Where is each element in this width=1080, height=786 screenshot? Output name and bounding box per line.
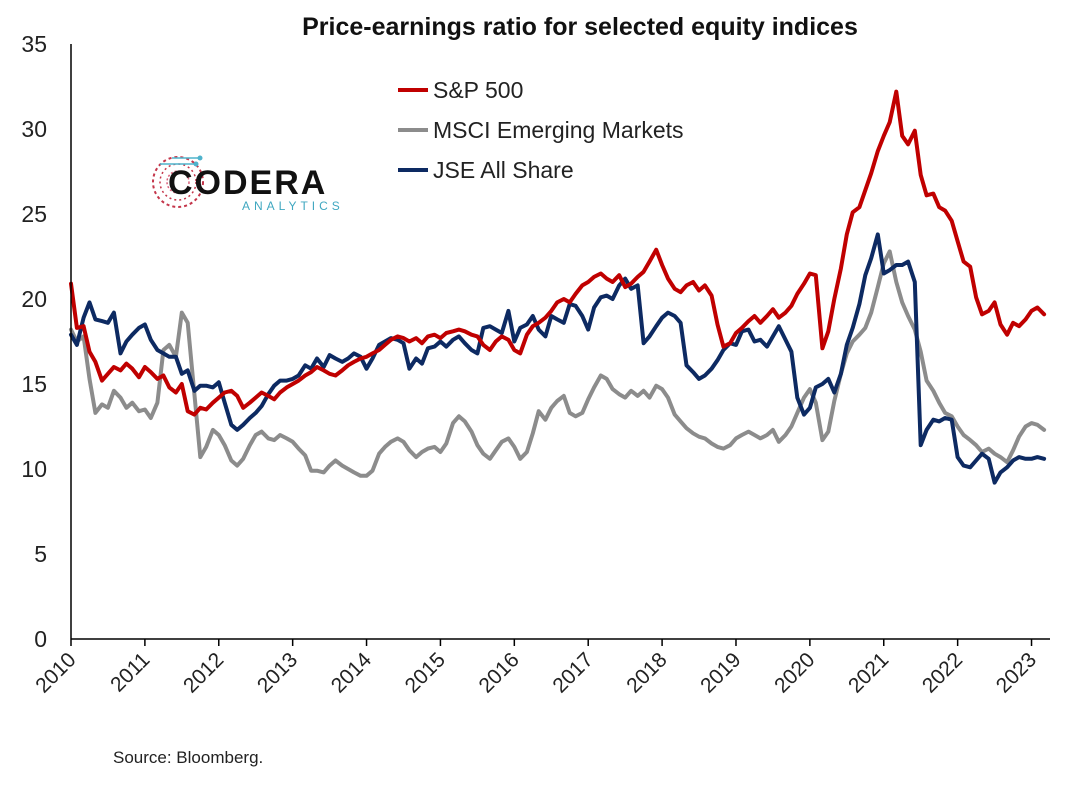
x-tick-label: 2011 bbox=[106, 648, 154, 696]
legend-label: S&P 500 bbox=[433, 77, 523, 103]
y-tick-label: 10 bbox=[21, 456, 47, 482]
x-tick-label: 2023 bbox=[992, 648, 1041, 697]
y-tick-label: 0 bbox=[34, 626, 47, 652]
legend: S&P 500 MSCI Emerging Markets JSE All Shar… bbox=[398, 77, 684, 183]
y-tick-label: 25 bbox=[21, 201, 47, 227]
y-tick-label: 5 bbox=[34, 541, 47, 567]
y-axis-ticks: 0 5 10 15 20 25 30 35 bbox=[21, 31, 47, 652]
x-tick-label: 2022 bbox=[918, 648, 967, 697]
x-axis-ticks: 2010 2011 2012 2013 2014 2015 2016 2017 2018 2019… bbox=[31, 639, 1041, 698]
chart-title: Price-earnings ratio for selected equity… bbox=[302, 13, 858, 41]
x-tick-label: 2012 bbox=[179, 648, 228, 697]
series-line-s-p-500 bbox=[69, 89, 1047, 417]
y-tick-label: 35 bbox=[21, 31, 47, 57]
logo-subtitle: ANALYTICS bbox=[242, 199, 344, 213]
x-tick-label: 2021 bbox=[844, 648, 893, 697]
x-tick-label: 2016 bbox=[475, 648, 524, 697]
x-tick-label: 2010 bbox=[31, 648, 80, 697]
y-tick-label: 20 bbox=[21, 286, 47, 312]
series-layer bbox=[69, 89, 1047, 485]
x-tick-label: 2014 bbox=[327, 648, 377, 698]
source-note: Source: Bloomberg. bbox=[113, 748, 263, 767]
logo-wordmark: CODERA bbox=[168, 164, 327, 202]
x-tick-label: 2015 bbox=[401, 648, 450, 697]
legend-label: MSCI Emerging Markets bbox=[433, 117, 684, 143]
x-tick-label: 2018 bbox=[622, 648, 671, 697]
x-tick-label: 2017 bbox=[548, 648, 597, 697]
y-tick-label: 30 bbox=[21, 116, 47, 142]
codera-logo: CODERA ANALYTICS bbox=[152, 155, 344, 213]
x-tick-label: 2019 bbox=[696, 648, 745, 697]
legend-label: JSE All Share bbox=[433, 157, 574, 183]
series-line-msci-emerging-markets bbox=[69, 249, 1047, 478]
y-tick-label: 15 bbox=[21, 371, 47, 397]
x-tick-label: 2013 bbox=[253, 648, 302, 697]
series-line-jse-all-share bbox=[69, 232, 1047, 485]
x-tick-label: 2020 bbox=[770, 648, 819, 697]
logo-mark-icon bbox=[152, 155, 204, 208]
